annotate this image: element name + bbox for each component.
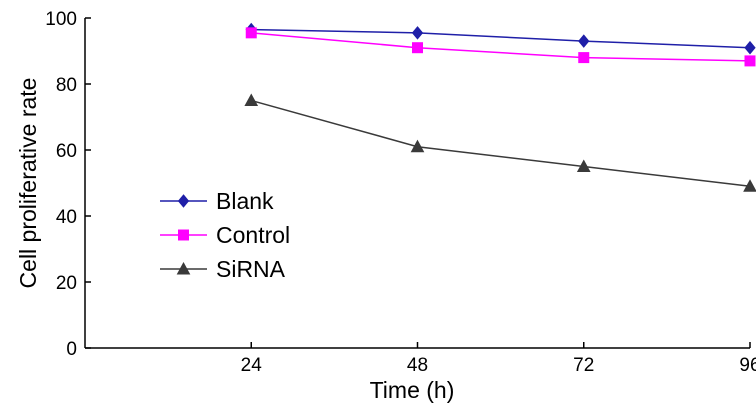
legend-label-sirna: SiRNA: [216, 256, 286, 282]
series-line-control: [251, 32, 751, 62]
y-tick-label: 0: [66, 339, 77, 360]
data-point-blank: [411, 26, 424, 40]
data-point-sirna: [743, 179, 756, 192]
x-ticks: 24 48 72 96: [241, 342, 756, 376]
legend-label-control: Control: [216, 222, 290, 248]
x-tick-label: 48: [407, 355, 428, 376]
data-point-blank: [578, 34, 590, 48]
data-point-sirna: [244, 93, 259, 106]
legend: Blank Control SiRNA: [160, 188, 290, 282]
x-tick-label: 96: [739, 355, 756, 376]
data-point-sirna: [576, 159, 591, 172]
data-point-control: [245, 27, 257, 39]
data-point-control: [744, 55, 756, 67]
y-tick-label: 20: [56, 273, 77, 294]
y-tick-label: 40: [56, 207, 77, 228]
data-point-sirna: [410, 139, 425, 153]
data-point-blank: [744, 40, 756, 55]
series-line-sirna: [251, 99, 751, 188]
x-axis-title: Time (h): [370, 377, 455, 403]
legend-marker-control: [178, 229, 189, 241]
y-tick-label: 60: [56, 141, 77, 162]
y-tick-label: 100: [45, 9, 77, 30]
series-control: [245, 27, 756, 67]
series-lines: [244, 22, 756, 192]
data-point-control: [578, 52, 590, 64]
y-ticks: 0 20 40 60 80 100: [45, 9, 91, 360]
y-tick-label: 80: [56, 75, 77, 96]
axes: [84, 18, 750, 349]
y-axis-title: Cell proliferative rate: [15, 78, 41, 289]
series-line-blank: [251, 28, 751, 49]
legend-marker-blank: [177, 194, 190, 208]
x-tick-label: 72: [573, 355, 594, 376]
data-point-control: [412, 42, 423, 54]
legend-marker-sirna: [176, 261, 191, 275]
legend-label-blank: Blank: [216, 188, 274, 214]
series-blank: [245, 22, 756, 55]
series-sirna: [244, 93, 756, 192]
x-tick-label: 24: [241, 355, 263, 376]
